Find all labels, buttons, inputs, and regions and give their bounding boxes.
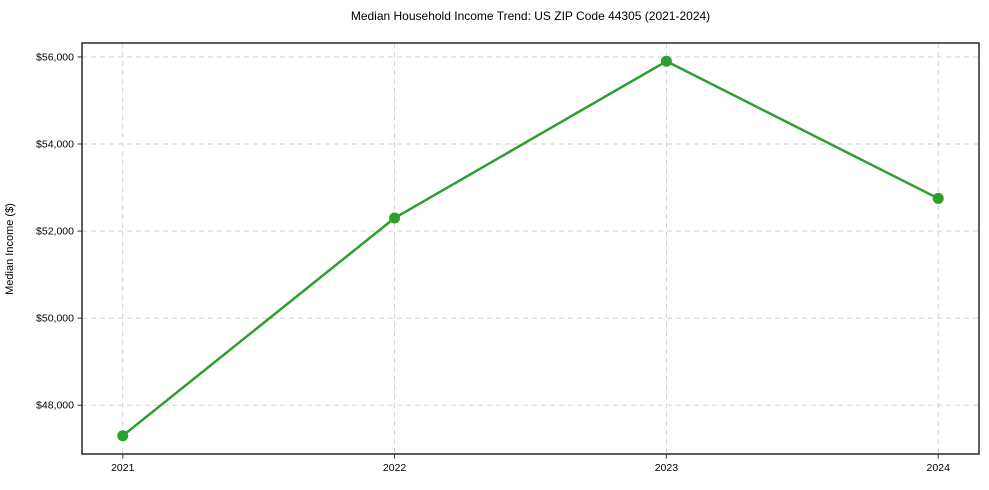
y-tick-label: $52,000	[36, 226, 74, 238]
y-tick-label: $50,000	[36, 313, 74, 325]
data-line	[121, 60, 940, 437]
data-point	[117, 430, 129, 442]
x-tick-label: 2022	[383, 462, 407, 474]
data-point	[932, 192, 944, 204]
x-tick-label: 2024	[927, 462, 951, 474]
y-tick-label: $54,000	[36, 139, 74, 151]
data-point	[660, 55, 672, 67]
y-tick-label: $56,000	[36, 51, 74, 63]
chart-title: Median Household Income Trend: US ZIP Co…	[350, 9, 711, 23]
x-tick-label: 2023	[655, 462, 679, 474]
plot-border	[81, 42, 980, 455]
y-tick-label: $48,000	[36, 400, 74, 412]
data-point	[389, 212, 401, 224]
x-tick-label: 2021	[111, 462, 135, 474]
